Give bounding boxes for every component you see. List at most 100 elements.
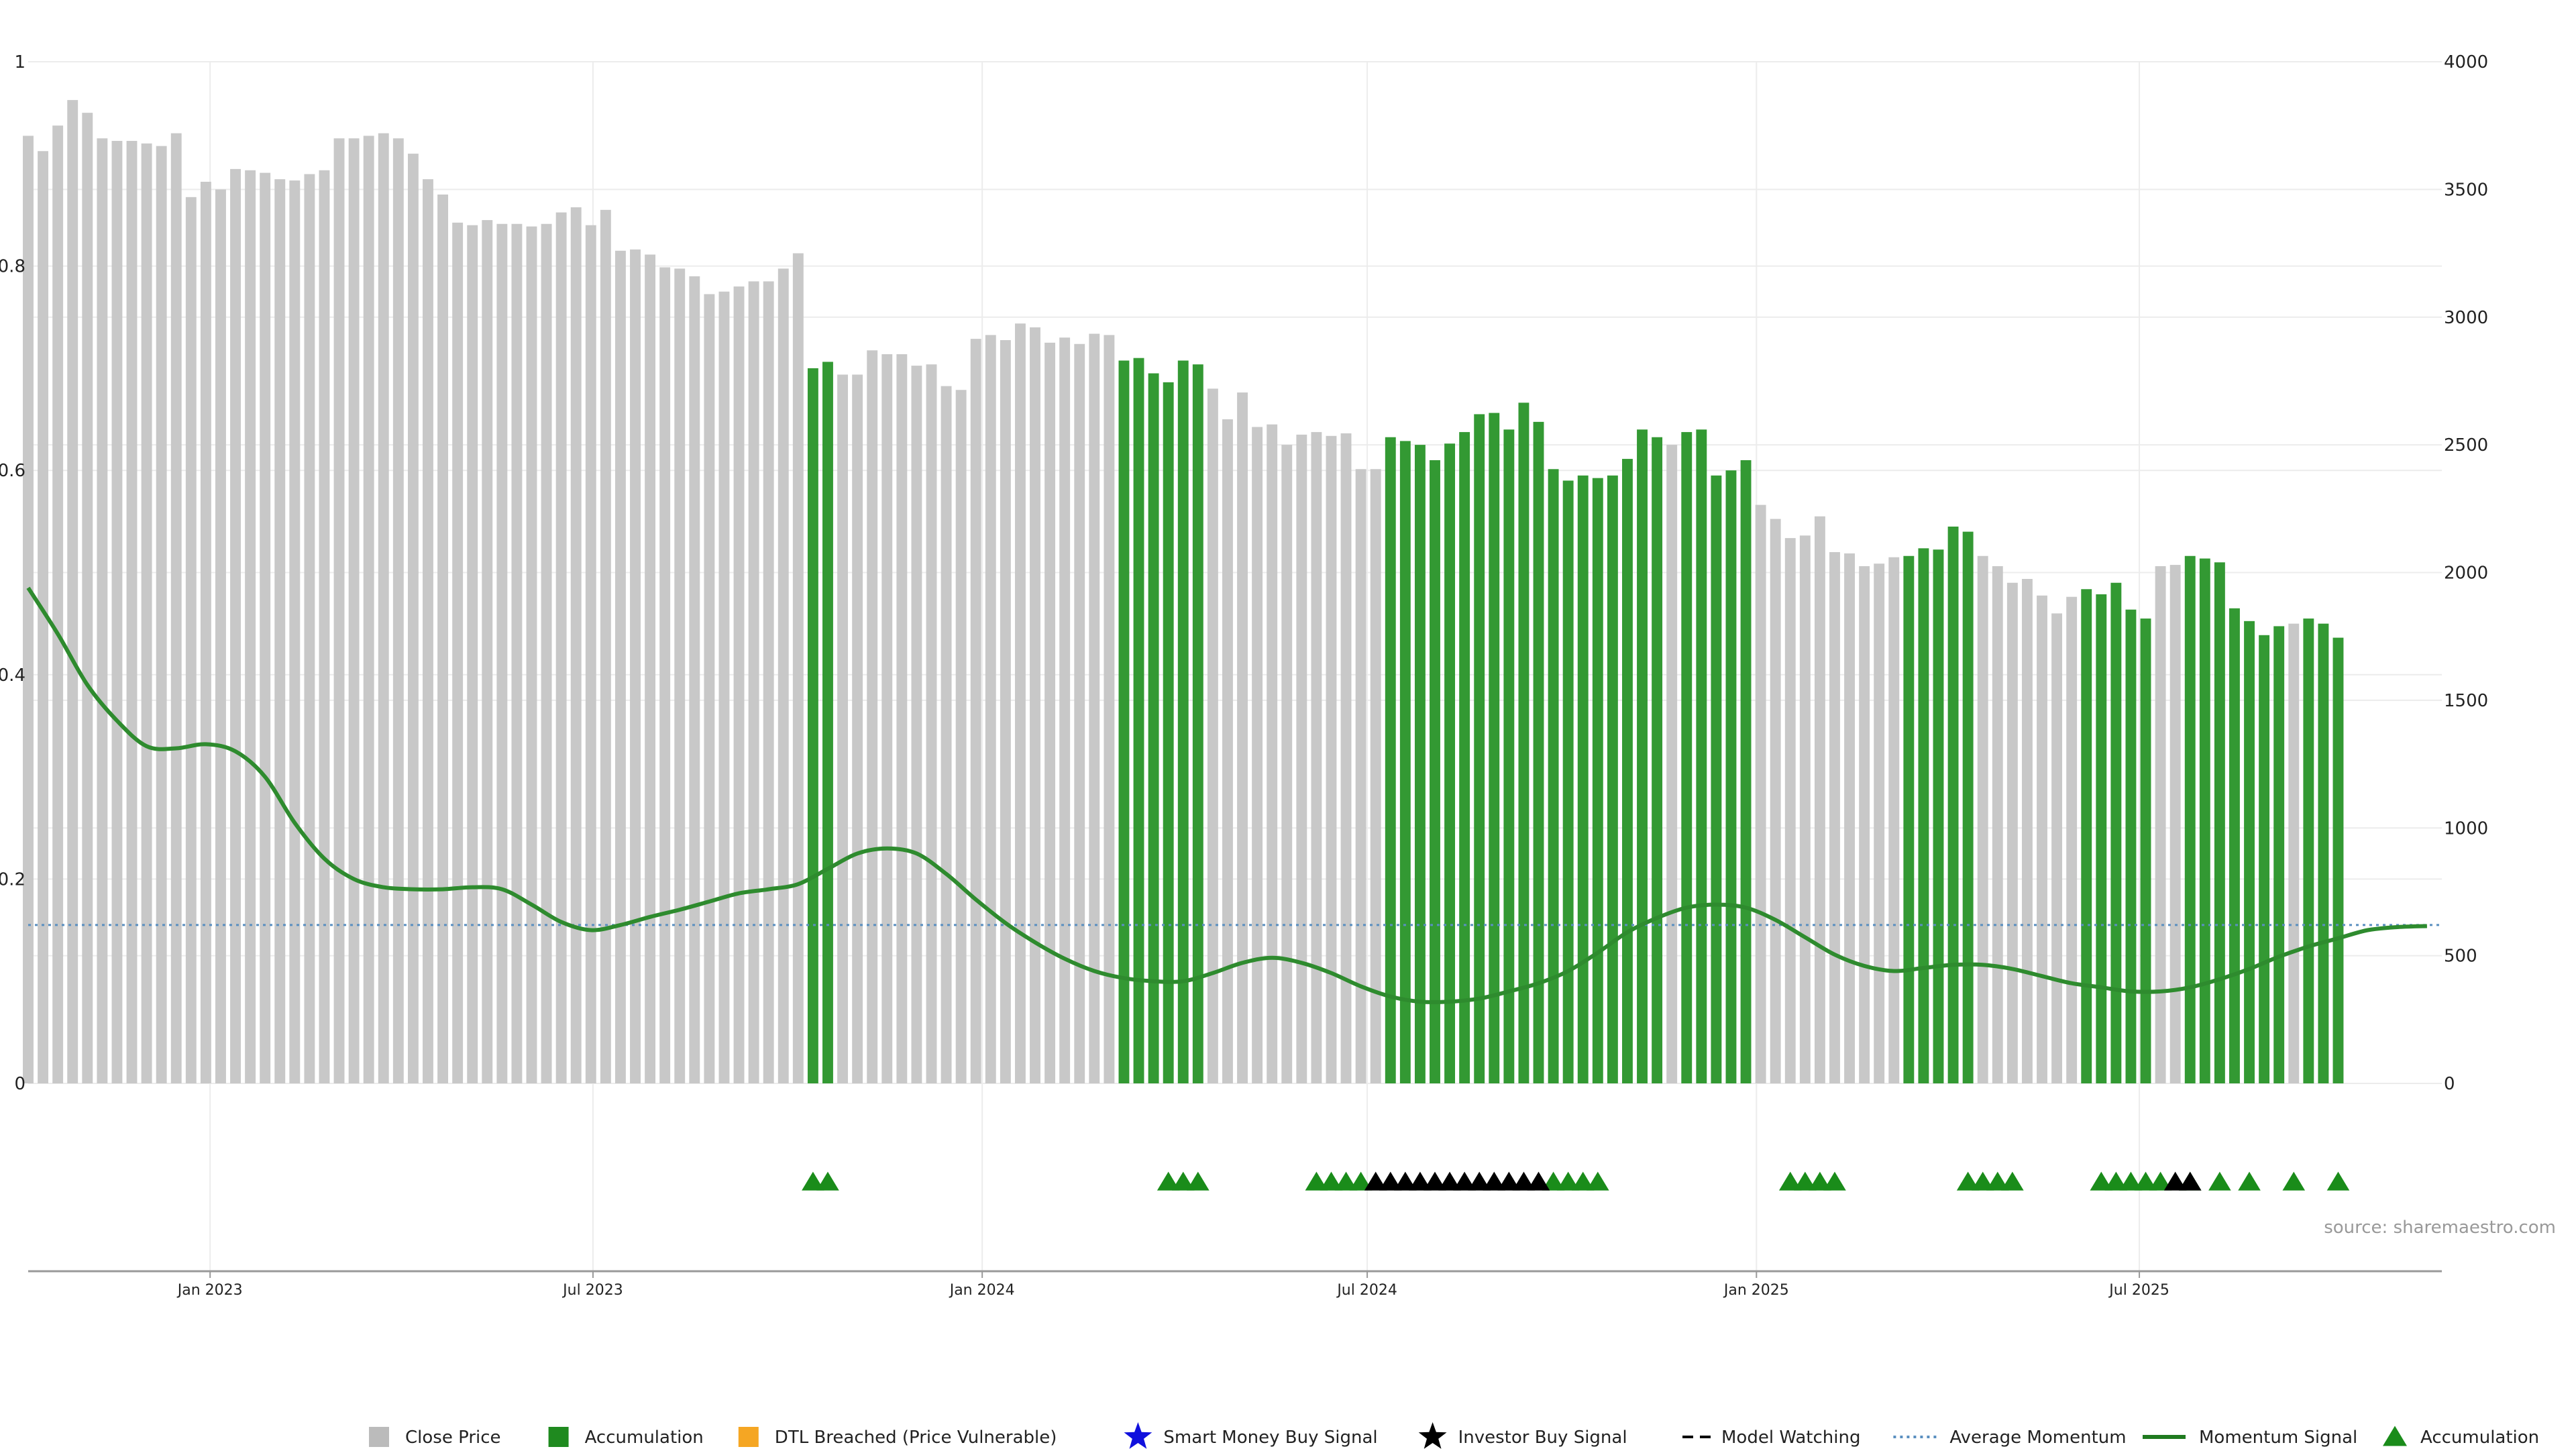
- close-price-bar: [630, 249, 641, 1083]
- close-price-bar: [1992, 566, 2003, 1083]
- close-price-bar: [2066, 596, 2078, 1083]
- close-price-bar: [1059, 337, 1071, 1084]
- close-price-bar: [496, 223, 508, 1083]
- close-price-bar: [1267, 424, 1278, 1083]
- investor-buy-marker: [1424, 1171, 1446, 1191]
- accumulation-bar: [1414, 445, 1426, 1083]
- investor-buy-marker: [1497, 1171, 1521, 1191]
- legend-label: Close Price: [405, 1428, 501, 1448]
- close-price-bar: [82, 113, 93, 1083]
- close-price-bar: [1000, 340, 1011, 1084]
- accumulation-bar: [1399, 441, 1411, 1083]
- accumulation-bar: [1740, 460, 1752, 1083]
- accumulation-bar: [1562, 480, 1574, 1083]
- legend: Close Price Accumulation DTL Breached (Pri…: [369, 1422, 2539, 1449]
- accumulation-marker: [1571, 1171, 1595, 1191]
- legend-label: Smart Money Buy Signal: [1163, 1428, 1377, 1448]
- accumulation-bar: [1696, 429, 1707, 1083]
- close-price-bar: [215, 189, 226, 1083]
- close-price-bar: [777, 268, 789, 1084]
- accumulation-marker: [1778, 1171, 1802, 1191]
- legend-label: Investor Buy Signal: [1458, 1428, 1627, 1448]
- accumulation-bar: [2125, 609, 2137, 1083]
- close-price-bar: [274, 179, 286, 1083]
- accumulation-marker: [1986, 1171, 2009, 1191]
- accumulation-marker: [2119, 1171, 2143, 1191]
- legend-swatch: [548, 1427, 569, 1447]
- close-price-bar: [792, 253, 804, 1083]
- close-price-bar: [1370, 469, 1381, 1083]
- close-price-bar: [170, 133, 182, 1084]
- close-price-bar: [704, 294, 715, 1083]
- close-price-bar: [423, 179, 433, 1083]
- accumulation-bar: [2140, 619, 2151, 1083]
- accumulation-bar: [1607, 475, 1618, 1083]
- investor-buy-marker: [1438, 1171, 1461, 1191]
- accumulation-bar: [2229, 608, 2240, 1083]
- accumulation-bar: [1118, 360, 1130, 1083]
- legend-label: DTL Breached (Price Vulnerable): [775, 1428, 1057, 1448]
- close-price-bar: [1844, 553, 1856, 1083]
- accumulation-bar: [2273, 626, 2285, 1083]
- close-price-bar: [955, 390, 967, 1084]
- accumulation-marker: [2238, 1171, 2261, 1191]
- close-price-bar: [837, 374, 848, 1084]
- accumulation-marker: [2282, 1171, 2306, 1191]
- accumulation-marker: [2208, 1171, 2231, 1191]
- accumulation-bar: [1622, 459, 1633, 1083]
- close-price-bar: [67, 100, 78, 1083]
- close-price-bar: [1859, 566, 1870, 1083]
- close-price-bar: [452, 222, 464, 1083]
- y-left-tick-label: 0.2: [0, 869, 25, 890]
- close-price-bar: [763, 281, 774, 1083]
- close-price-bar: [941, 386, 952, 1083]
- y-left-tick-label: 1: [14, 52, 25, 72]
- accumulation-bar: [1430, 460, 1440, 1083]
- y-left-tick-label: 0.4: [0, 665, 25, 686]
- accumulation-bar: [2081, 589, 2092, 1083]
- close-price-bar: [348, 138, 360, 1084]
- investor-buy-marker: [1379, 1171, 1402, 1191]
- close-price-bar: [926, 364, 937, 1083]
- legend-item-accumulation-marker: Accumulation: [2383, 1426, 2539, 1448]
- grid-layer: [28, 61, 2442, 1271]
- accumulation-bar: [1681, 432, 1693, 1083]
- close-price-bar: [511, 223, 523, 1083]
- close-price-bar: [1829, 552, 1840, 1083]
- accumulation-bar: [2199, 558, 2210, 1083]
- accumulation-marker: [2326, 1171, 2350, 1191]
- accumulation-bar: [1163, 382, 1174, 1083]
- legend-label: Accumulation: [2420, 1428, 2539, 1448]
- accumulation-bar: [2259, 635, 2270, 1083]
- investor-buy-marker: [1512, 1171, 1536, 1191]
- legend-item-smart-money: Smart Money Buy Signal: [1124, 1422, 1378, 1449]
- close-price-bar: [1014, 323, 1026, 1083]
- legend-label: Average Momentum: [1949, 1428, 2126, 1448]
- legend-swatch: [369, 1427, 389, 1447]
- accumulation-bar: [1933, 549, 1944, 1083]
- accumulation-marker: [1305, 1171, 1328, 1191]
- y-right-tick-label: 1000: [2444, 818, 2488, 839]
- investor-buy-marker: [2178, 1171, 2202, 1191]
- close-price-bar: [304, 174, 315, 1083]
- legend-item-average-momentum: Average Momentum: [1893, 1428, 2127, 1448]
- close-price-bar: [2288, 623, 2300, 1083]
- legend-label: Accumulation: [585, 1428, 704, 1448]
- legend-label: Momentum Signal: [2199, 1428, 2357, 1448]
- investor-buy-marker: [1394, 1171, 1417, 1191]
- legend-star-icon: [1418, 1422, 1447, 1449]
- accumulation-marker: [2149, 1171, 2172, 1191]
- accumulation-marker: [1320, 1171, 1343, 1191]
- accumulation-bar: [1918, 548, 1929, 1083]
- close-price-bar: [867, 350, 878, 1083]
- accumulation-bar: [1711, 475, 1722, 1083]
- close-price-bar: [289, 180, 301, 1084]
- close-price-bar: [1977, 555, 1988, 1083]
- legend-star-icon: [1124, 1422, 1152, 1449]
- close-price-bar: [1104, 335, 1115, 1084]
- close-price-bar: [319, 170, 330, 1084]
- close-price-bar: [1296, 434, 1307, 1083]
- accumulation-bar: [2332, 637, 2344, 1083]
- close-price-bar: [1666, 445, 1678, 1083]
